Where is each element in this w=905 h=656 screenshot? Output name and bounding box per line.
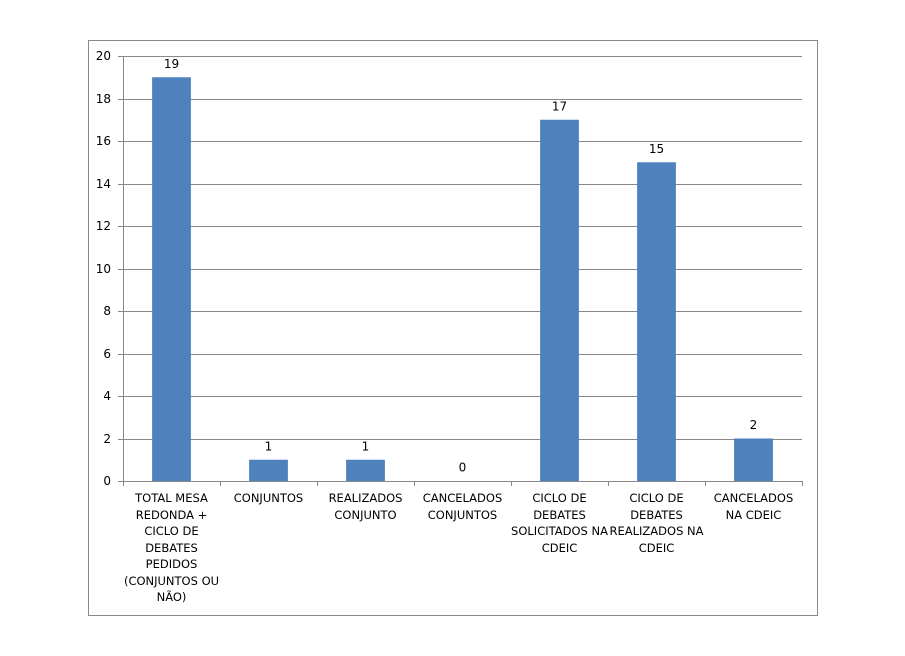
data-label: 17 <box>552 99 567 113</box>
data-label: 19 <box>164 57 179 71</box>
x-tick-label: REALIZADOS CONJUNTO <box>328 491 403 522</box>
data-label: 15 <box>649 142 664 156</box>
x-tick-label: CONJUNTOS <box>233 491 304 505</box>
y-tick-label: 20 <box>96 49 111 63</box>
y-tick-label: 14 <box>96 177 111 191</box>
y-tick-label: 4 <box>103 389 111 403</box>
y-tick-label: 18 <box>96 92 111 106</box>
y-tick-label: 12 <box>96 219 111 233</box>
data-label: 2 <box>750 418 758 432</box>
chart-frame <box>88 40 818 616</box>
data-label: 1 <box>265 439 273 453</box>
y-tick-label: 10 <box>96 262 111 276</box>
y-tick-label: 8 <box>103 304 111 318</box>
bar <box>637 162 676 481</box>
bar <box>540 119 579 481</box>
x-tick-label: CANCELADOS NA CDEIC <box>713 491 794 522</box>
x-tick-label: CANCELADOS CONJUNTOS <box>422 491 503 522</box>
data-label: 0 <box>459 461 467 475</box>
x-tick-label: TOTAL MESA REDONDA + CICLO DE DEBATES PE… <box>123 491 220 604</box>
y-tick-label: 6 <box>103 347 111 361</box>
y-tick-label: 16 <box>96 134 111 148</box>
x-tick-label: CICLO DE DEBATES REALIZADOS NA CDEIC <box>609 491 704 555</box>
x-tick-label: CICLO DE DEBATES SOLICITADOS NA CDEIC <box>511 491 608 555</box>
y-tick-label: 2 <box>103 432 111 446</box>
data-label: 1 <box>362 439 370 453</box>
bar <box>152 77 191 481</box>
bar <box>734 438 773 481</box>
bar <box>249 459 288 481</box>
y-tick-label: 0 <box>103 474 111 488</box>
bar <box>346 459 385 481</box>
